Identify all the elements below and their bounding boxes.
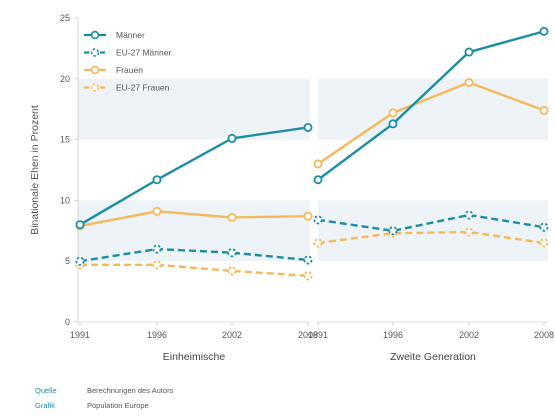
graphic-line: Grafik Population Europe xyxy=(35,401,149,410)
series-line-0-2 xyxy=(79,210,309,228)
y-tick-label-20: 20 xyxy=(60,74,70,84)
point-0-3-1 xyxy=(152,260,162,270)
y-axis-label: Binationale Ehen in Prozent xyxy=(29,105,41,235)
point-1-0-1 xyxy=(388,119,398,129)
panel-label-0: Einheimische xyxy=(163,351,226,363)
point-0-1-1 xyxy=(152,244,162,254)
y-tick-label-10: 10 xyxy=(60,195,70,205)
y-tick-label-25: 25 xyxy=(60,13,70,23)
series-line-1-0 xyxy=(317,30,545,181)
x-tick-label-1-3: 2008 xyxy=(534,330,554,340)
y-tick-label-15: 15 xyxy=(60,135,70,145)
graphic-label: Grafik xyxy=(35,401,56,410)
point-1-2-2 xyxy=(464,77,474,87)
series-line-0-1 xyxy=(79,247,309,263)
band-1-3 xyxy=(318,78,548,140)
point-0-3-2 xyxy=(227,266,237,276)
legend-label-1: EU-27 Männer xyxy=(116,48,171,58)
point-1-0-0 xyxy=(313,175,323,185)
point-0-0-1 xyxy=(152,175,162,185)
panel-label-1: Zweite Generation xyxy=(390,351,476,363)
point-1-1-2 xyxy=(464,210,474,220)
x-tick-label-0-2: 2002 xyxy=(222,330,242,340)
point-1-3-2 xyxy=(464,227,474,237)
point-0-3-3 xyxy=(303,271,313,281)
point-1-2-3 xyxy=(539,105,549,115)
point-1-1-1 xyxy=(388,226,398,236)
x-tick-label-0-3: 2008 xyxy=(298,330,318,340)
point-1-2-1 xyxy=(388,108,398,118)
point-1-0-3 xyxy=(539,26,549,36)
point-0-1-2 xyxy=(227,248,237,258)
source-text: Berechnungen des Autors xyxy=(87,386,174,395)
x-tick-label-1-1: 1996 xyxy=(383,330,403,340)
series-line-0-3 xyxy=(80,263,309,277)
point-1-2-0 xyxy=(313,159,323,169)
x-tick-label-0-1: 1996 xyxy=(147,330,167,340)
series-line-0-0 xyxy=(79,126,309,226)
point-0-0-2 xyxy=(227,133,237,143)
band-0-1 xyxy=(78,200,310,262)
point-0-1-0 xyxy=(75,256,85,266)
legend-marker-2 xyxy=(90,65,100,75)
legend-label-2: Frauen xyxy=(116,65,143,75)
source-label: Quelle xyxy=(35,386,57,395)
series-line-1-1 xyxy=(317,213,545,233)
legend-label-0: Männer xyxy=(116,30,145,40)
y-tick-label-5: 5 xyxy=(65,256,70,266)
x-tick-label-1-0: 1991 xyxy=(308,330,328,340)
x-tick-label-0-0: 1991 xyxy=(70,330,90,340)
point-0-0-3 xyxy=(303,122,313,132)
point-1-1-3 xyxy=(539,222,549,232)
point-0-2-2 xyxy=(227,212,237,222)
legend-marker-1 xyxy=(90,48,100,57)
legend-label-3: EU-27 Frauen xyxy=(116,83,170,93)
series-line-1-3 xyxy=(317,230,545,245)
legend-marker-0 xyxy=(90,30,100,40)
band-1-1 xyxy=(318,200,548,262)
x-tick-label-1-2: 2002 xyxy=(459,330,479,340)
point-1-3-3 xyxy=(539,238,549,248)
point-1-1-0 xyxy=(313,215,323,225)
legend-marker-3 xyxy=(90,83,100,92)
point-1-3-0 xyxy=(313,238,323,248)
series-line-1-2 xyxy=(317,81,545,165)
point-0-2-3 xyxy=(303,211,313,221)
point-0-2-1 xyxy=(152,206,162,216)
y-tick-label-0: 0 xyxy=(65,317,70,327)
point-0-0-0 xyxy=(75,220,85,230)
graphic-text: Population Europe xyxy=(87,401,149,410)
band-0-3 xyxy=(78,78,310,140)
point-1-0-2 xyxy=(464,47,474,57)
source-line: Quelle Berechnungen des Autors xyxy=(35,386,173,395)
point-0-1-3 xyxy=(303,255,313,265)
